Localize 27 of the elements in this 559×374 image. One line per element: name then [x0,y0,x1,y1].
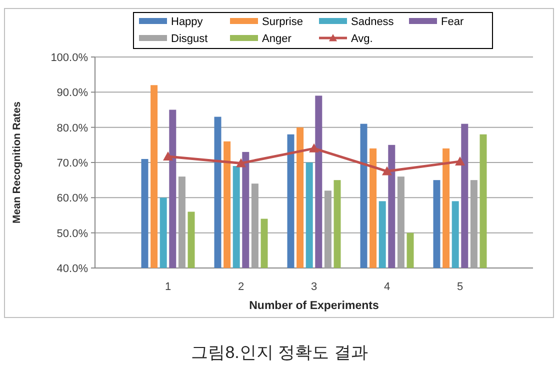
legend-label: Disgust [171,33,208,45]
y-tick-label: 40.0% [56,263,88,275]
legend-label: Fear [441,16,464,28]
legend-label: Anger [262,33,292,45]
x-tick-label: 5 [456,281,464,293]
y-tick-label: 100.0% [50,52,88,64]
legend-label: Surprise [262,16,303,28]
y-tick-label: 50.0% [56,228,88,240]
y-axis-title: Mean Recognition Rates [11,101,23,224]
x-tick-label: 1 [164,281,172,293]
point [309,143,319,152]
legend-label: Sadness [351,16,394,28]
x-tick-label: 3 [310,281,318,293]
caption: 그림8.인지 정확도 결과 [191,343,368,362]
point [236,158,246,168]
y-tick-label: 80.0% [56,122,88,134]
legend-label: Happy [171,16,204,28]
point [382,166,392,176]
point [163,152,173,161]
y-tick-label: 90.0% [56,87,88,100]
x-axis-title: Number of Experiments [249,300,379,312]
x-tick-label: 4 [384,281,390,293]
legend-label: Avg. [351,33,373,45]
y-tick-label: 70.0% [56,158,88,170]
y-tick-label: 60.0% [56,192,88,205]
x-tick-label: 2 [238,281,244,293]
point [455,156,465,166]
